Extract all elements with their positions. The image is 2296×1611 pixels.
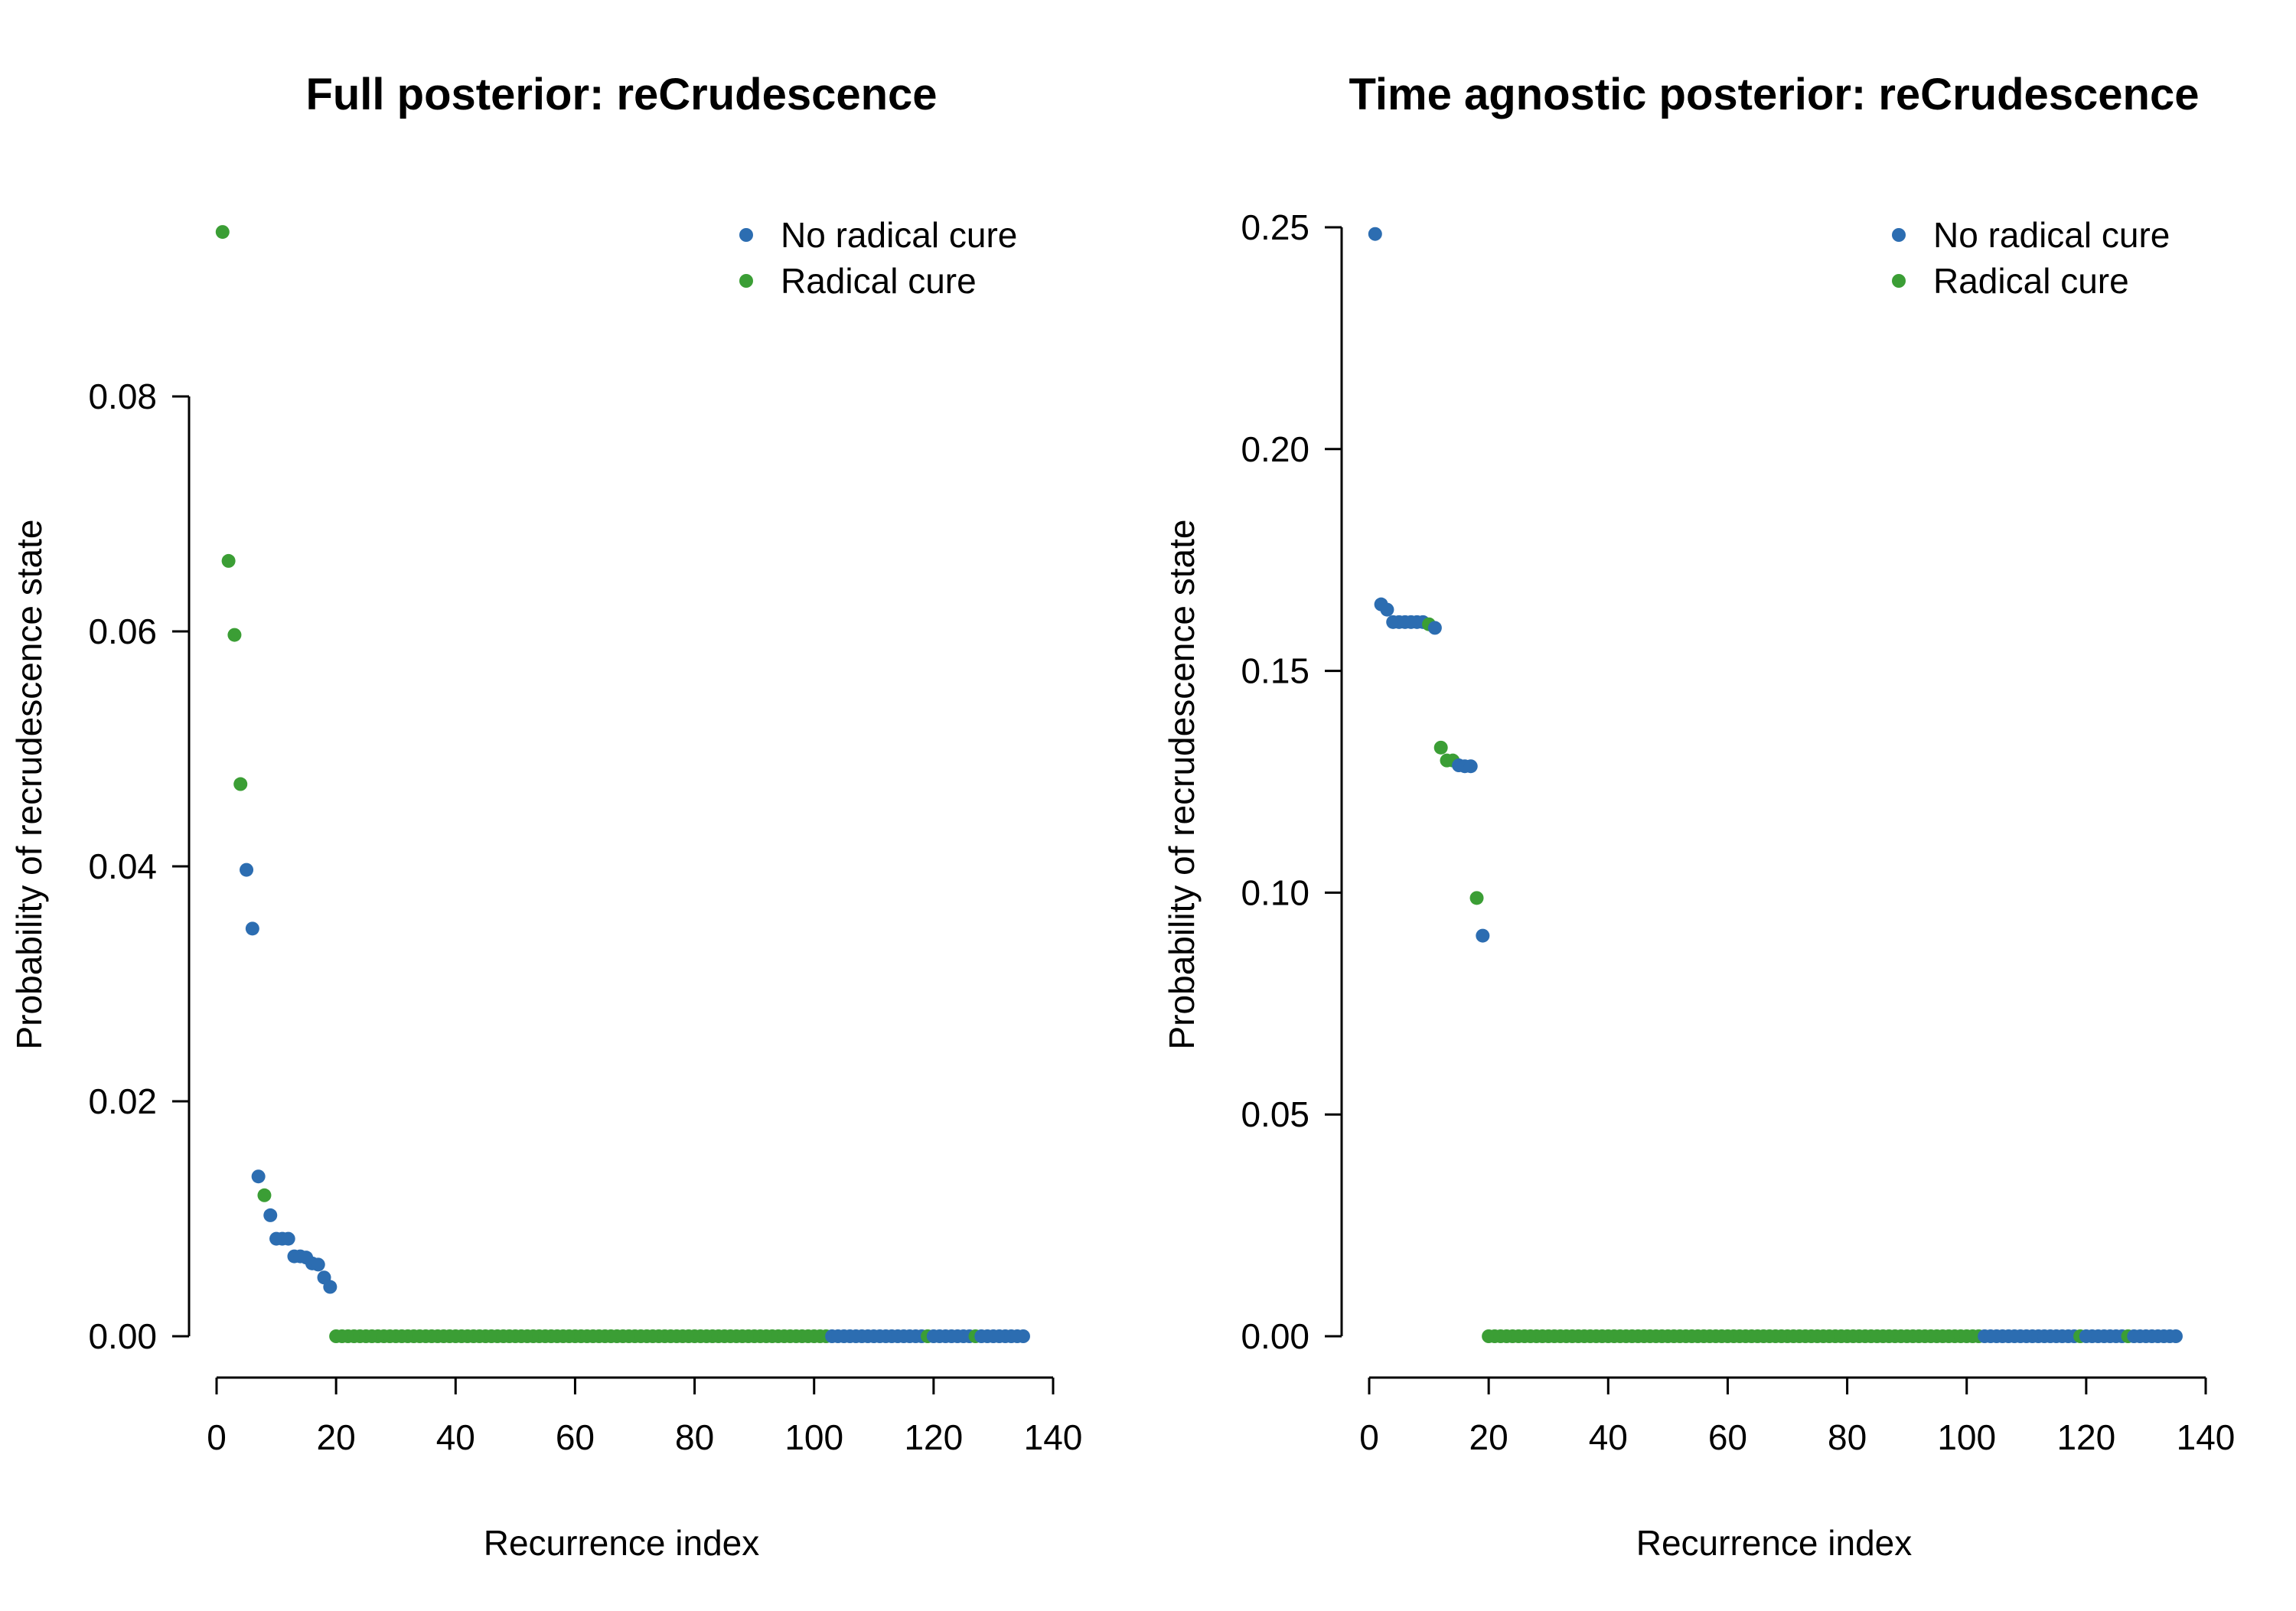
- data-point: [263, 1208, 278, 1222]
- x-axis-label: Recurrence index: [1636, 1523, 1913, 1563]
- axes: 0 20 40 60 80 100 120 140 0.00 0.02 0.04 0.06 0.08: [88, 377, 1082, 1457]
- y-tick-label: 0.25: [1241, 207, 1309, 247]
- chart-title: Full posterior: reCrudescence: [305, 70, 937, 119]
- legend-marker-radical-cure: [739, 274, 753, 288]
- legend-label-no-radical-cure: No radical cure: [1933, 215, 2170, 255]
- data-point: [1427, 621, 1442, 635]
- data-point: [1433, 740, 1448, 755]
- data-point: [215, 225, 230, 240]
- y-axis-label: Probability of recrudescence state: [9, 520, 49, 1050]
- x-tick-label: 40: [436, 1417, 475, 1457]
- y-tick-label: 0.02: [88, 1081, 157, 1121]
- panel-time-agnostic-posterior: Time agnostic posterior: reCrudescence R…: [1162, 70, 2235, 1563]
- x-tick-label: 100: [1937, 1417, 1996, 1457]
- data-point: [2168, 1329, 2183, 1343]
- legend-label-no-radical-cure: No radical cure: [781, 215, 1017, 255]
- x-tick-label: 40: [1589, 1417, 1628, 1457]
- data-points: [1368, 227, 2183, 1343]
- data-point: [227, 628, 242, 642]
- x-tick-label: 100: [784, 1417, 843, 1457]
- y-tick-label: 0.20: [1241, 429, 1309, 469]
- y-tick-label: 0.06: [88, 611, 157, 651]
- y-tick-label: 0.04: [88, 846, 157, 886]
- legend-label-radical-cure: Radical cure: [1933, 261, 2129, 301]
- legend-label-radical-cure: Radical cure: [781, 261, 977, 301]
- y-tick-label: 0.05: [1241, 1094, 1309, 1134]
- legend-marker-radical-cure: [1892, 274, 1906, 288]
- data-point: [1463, 759, 1478, 774]
- y-tick-label: 0.00: [88, 1316, 157, 1356]
- data-point: [221, 553, 236, 568]
- data-point: [281, 1231, 295, 1246]
- x-tick-label: 140: [1024, 1417, 1083, 1457]
- chart-title: Time agnostic posterior: reCrudescence: [1349, 70, 2200, 119]
- legend-marker-no-radical-cure: [1892, 228, 1906, 242]
- data-point: [311, 1257, 325, 1272]
- x-tick-label: 80: [1828, 1417, 1867, 1457]
- data-point: [323, 1280, 338, 1294]
- axes: 0 20 40 60 80 100 120 140 0.00 0.05 0.10 0.15 0.20 0.…: [1241, 207, 2235, 1457]
- x-tick-label: 0: [207, 1417, 227, 1457]
- y-tick-label: 0.10: [1241, 872, 1309, 912]
- x-tick-label: 20: [317, 1417, 356, 1457]
- x-tick-label: 0: [1359, 1417, 1379, 1457]
- legend: No radical cure Radical cure: [739, 215, 1017, 301]
- y-axis-label: Probability of recrudescence state: [1162, 520, 1202, 1050]
- data-point: [257, 1188, 272, 1202]
- data-point: [233, 777, 248, 791]
- x-tick-label: 80: [675, 1417, 714, 1457]
- x-tick-label: 120: [2056, 1417, 2115, 1457]
- panel-full-posterior: Full posterior: reCrudescence Recurrence…: [9, 70, 1082, 1563]
- x-tick-label: 20: [1469, 1417, 1508, 1457]
- y-tick-label: 0.00: [1241, 1316, 1309, 1356]
- data-point: [251, 1169, 266, 1184]
- legend: No radical cure Radical cure: [1892, 215, 2170, 301]
- legend-marker-no-radical-cure: [739, 228, 753, 242]
- data-point: [1368, 227, 1382, 241]
- x-axis-label: Recurrence index: [484, 1523, 760, 1563]
- x-tick-label: 60: [1708, 1417, 1747, 1457]
- data-point: [1380, 602, 1394, 617]
- data-point: [1476, 928, 1490, 943]
- data-point: [245, 921, 259, 936]
- data-points: [215, 225, 1030, 1343]
- data-point: [1469, 891, 1484, 905]
- y-tick-label: 0.08: [88, 377, 157, 416]
- data-point: [1016, 1329, 1030, 1343]
- y-tick-label: 0.15: [1241, 651, 1309, 691]
- x-tick-label: 120: [904, 1417, 963, 1457]
- x-tick-label: 140: [2177, 1417, 2236, 1457]
- data-point: [240, 863, 254, 877]
- x-tick-label: 60: [556, 1417, 595, 1457]
